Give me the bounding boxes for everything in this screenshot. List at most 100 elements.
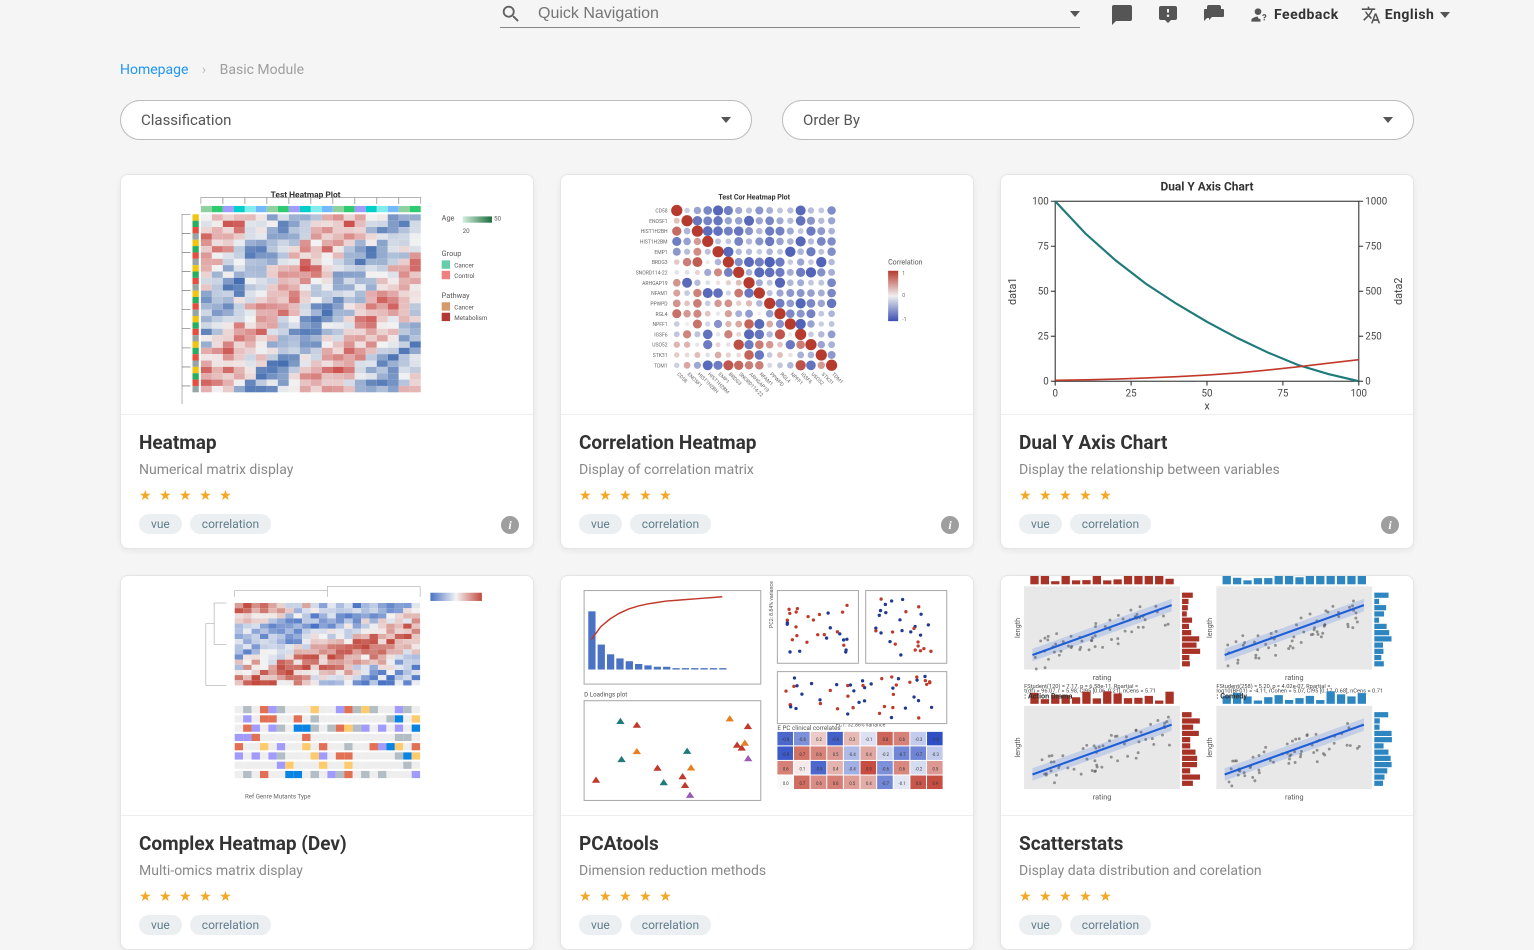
- module-card[interactable]: D Loadings plot E PC clinical correlates…: [560, 575, 974, 950]
- tag: vue: [579, 915, 622, 935]
- svg-text:-1: -1: [902, 317, 906, 323]
- svg-text:E PC clinical correlates: E PC clinical correlates: [777, 724, 840, 732]
- chevron-down-icon: [721, 117, 731, 123]
- svg-text:-0.9: -0.9: [816, 767, 824, 772]
- quick-nav-input[interactable]: [532, 3, 1068, 25]
- language-switch[interactable]: English: [1361, 5, 1451, 25]
- card-thumbnail: ratinglengtht(df) = 96.07, r = 5.98, CI9…: [1001, 576, 1413, 816]
- svg-text:BRDG3: BRDG3: [652, 260, 668, 266]
- svg-text:x: x: [1204, 399, 1210, 412]
- svg-text:25: 25: [1038, 331, 1049, 342]
- tag: correlation: [190, 514, 271, 534]
- svg-text:0.2: 0.2: [816, 738, 822, 743]
- svg-text:STK31: STK31: [653, 353, 668, 359]
- tag-row: vuecorrelation: [139, 915, 515, 935]
- svg-text:-0.1: -0.1: [865, 738, 872, 743]
- tag: correlation: [1070, 514, 1151, 534]
- svg-text:0.9: 0.9: [932, 782, 938, 787]
- svg-text:D Loadings plot: D Loadings plot: [584, 691, 627, 699]
- info-icon[interactable]: i: [1381, 516, 1399, 534]
- classification-select[interactable]: Classification: [120, 100, 752, 140]
- module-card[interactable]: Dual Y Axis Chart 0255075100025507510002…: [1000, 174, 1414, 549]
- svg-text:-0.1: -0.1: [899, 782, 906, 787]
- svg-text:Test Cor Heatmap Plot: Test Cor Heatmap Plot: [718, 192, 790, 201]
- rating-stars: ★ ★ ★ ★ ★: [1019, 889, 1395, 905]
- svg-text:Cancer: Cancer: [455, 303, 476, 311]
- chat-icon[interactable]: [1110, 3, 1134, 27]
- tag-row: vue correlation: [139, 514, 515, 534]
- person-ask-icon: [1248, 5, 1268, 25]
- svg-text:-0.9: -0.9: [782, 753, 790, 758]
- svg-text:NFAM1: NFAM1: [651, 291, 667, 297]
- tag: vue: [139, 514, 182, 534]
- support-icon[interactable]: [1156, 3, 1180, 27]
- orderby-select[interactable]: Order By: [782, 100, 1414, 140]
- tag-row: vue correlation: [579, 915, 955, 935]
- svg-text:length: length: [1205, 737, 1214, 757]
- svg-text:Pathway: Pathway: [442, 291, 470, 300]
- card-grid: Test Heatmap Plot Age 50 20 Group Cancer…: [120, 174, 1414, 950]
- svg-text:0.7: 0.7: [799, 782, 805, 787]
- svg-text:USO52: USO52: [652, 342, 667, 348]
- svg-text:IGSF6: IGSF6: [654, 332, 668, 338]
- svg-text:50: 50: [1038, 287, 1049, 298]
- svg-text:0.0: 0.0: [783, 782, 789, 787]
- svg-text:-0.6: -0.6: [882, 767, 890, 772]
- chevron-down-icon: [1383, 117, 1393, 123]
- info-icon[interactable]: i: [501, 516, 519, 534]
- svg-text:0.5: 0.5: [849, 782, 855, 787]
- svg-text:0.4: 0.4: [866, 782, 872, 787]
- info-icon[interactable]: i: [941, 516, 959, 534]
- svg-text:Control: Control: [455, 272, 476, 280]
- feedback-button[interactable]: Feedback: [1248, 5, 1339, 25]
- svg-text:HIST1H2BH: HIST1H2BH: [640, 229, 667, 235]
- breadcrumb-current: Basic Module: [220, 62, 304, 78]
- svg-text:TDM1: TDM1: [654, 363, 667, 369]
- svg-text:0.6: 0.6: [816, 782, 822, 787]
- module-card[interactable]: Test Heatmap Plot Age 50 20 Group Cancer…: [120, 174, 534, 549]
- svg-text:PC2: 8.84% variance: PC2: 8.84% variance: [769, 581, 775, 628]
- module-card[interactable]: Ref Genre Mutants Type Complex Heatmap (…: [120, 575, 534, 950]
- svg-text:CD58: CD58: [655, 208, 667, 214]
- svg-text:Age: Age: [442, 213, 455, 222]
- svg-text:0: 0: [1052, 388, 1057, 399]
- module-card[interactable]: Test Cor Heatmap Plot CD58ENOSF1HIST1H2B…: [560, 174, 974, 549]
- svg-text:500: 500: [1365, 287, 1381, 298]
- card-thumbnail: D Loadings plot E PC clinical correlates…: [561, 576, 973, 816]
- community-icon[interactable]: [1202, 3, 1226, 27]
- svg-text:0.6: 0.6: [783, 767, 789, 772]
- svg-text:rating: rating: [1285, 792, 1304, 801]
- tag: correlation: [630, 514, 711, 534]
- svg-text:Group: Group: [442, 249, 462, 258]
- svg-text:RGL4: RGL4: [655, 311, 667, 317]
- svg-text:0.6: 0.6: [899, 767, 905, 772]
- card-desc: Numerical matrix display: [139, 462, 515, 478]
- breadcrumb-home[interactable]: Homepage: [120, 62, 188, 78]
- svg-text:: Comedy: : Comedy: [1216, 692, 1247, 701]
- tag: correlation: [630, 915, 711, 935]
- svg-text:Test Heatmap Plot: Test Heatmap Plot: [271, 190, 341, 200]
- svg-text:-0.2: -0.2: [882, 753, 890, 758]
- svg-text:0: 0: [1043, 376, 1048, 387]
- card-body: Correlation Heatmap Display of correlati…: [561, 415, 973, 548]
- tag: correlation: [1070, 915, 1151, 935]
- svg-text:0.8: 0.8: [916, 782, 922, 787]
- svg-text:0.5: 0.5: [932, 767, 938, 772]
- svg-text:0.6: 0.6: [816, 753, 822, 758]
- svg-text:PPWPD: PPWPD: [650, 301, 667, 307]
- filter-row: Classification Order By: [120, 100, 1414, 140]
- svg-text:-0.3: -0.3: [932, 753, 940, 758]
- quick-nav-search[interactable]: [500, 3, 1080, 28]
- svg-text:-0.7: -0.7: [899, 753, 907, 758]
- svg-text:FStudent(120) = 7.17, p = 6.58: FStudent(120) = 7.17, p = 6.58e-11, Rpar…: [1024, 683, 1138, 690]
- svg-text:0: 0: [902, 293, 905, 299]
- svg-text:EMP1: EMP1: [654, 249, 667, 255]
- translate-icon: [1361, 5, 1381, 25]
- svg-text:100: 100: [1032, 197, 1048, 208]
- svg-text:-1.0: -1.0: [932, 738, 940, 743]
- module-card[interactable]: ratinglengtht(df) = 96.07, r = 5.98, CI9…: [1000, 575, 1414, 950]
- svg-text:0.1: 0.1: [799, 767, 805, 772]
- svg-text:-0.7: -0.7: [882, 782, 890, 787]
- topbar: Feedback English: [0, 0, 1534, 30]
- card-thumbnail: Ref Genre Mutants Type: [121, 576, 533, 816]
